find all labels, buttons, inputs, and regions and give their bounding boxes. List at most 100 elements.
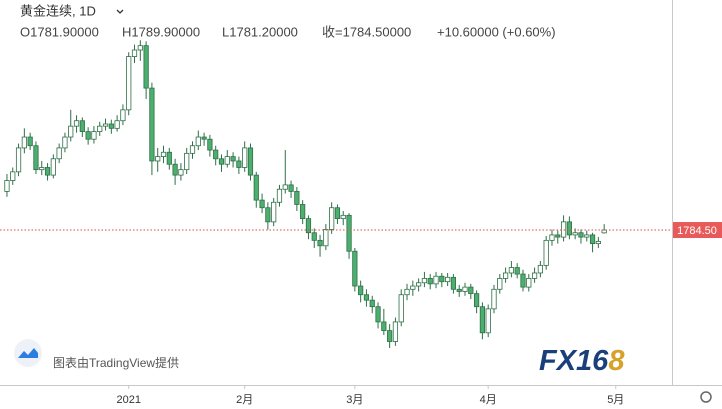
candle-body <box>502 272 509 279</box>
candle-body <box>195 136 201 147</box>
close-value: 收=1784.50000 <box>322 24 411 39</box>
candle-body <box>601 229 607 234</box>
candle-body <box>236 160 242 168</box>
candle-body <box>445 276 451 283</box>
candle-body <box>207 138 213 151</box>
candle-body <box>398 294 404 323</box>
candle-body <box>114 120 120 129</box>
candle-body <box>172 163 178 176</box>
candle-body <box>305 218 312 234</box>
candle-body <box>589 234 596 245</box>
candle-body <box>450 276 457 290</box>
logo-text: FX16 <box>539 345 609 377</box>
candle-body <box>433 275 439 285</box>
candle-body <box>137 45 143 51</box>
candle-body <box>27 136 33 147</box>
last-price-label: 1784.50 <box>677 225 717 237</box>
candle-body <box>265 207 271 223</box>
candle-body <box>578 232 584 238</box>
candle-body <box>555 234 561 238</box>
candle-body <box>491 288 497 310</box>
candle-body <box>543 239 549 266</box>
candle-body <box>294 191 300 205</box>
candle-body <box>108 123 114 129</box>
candle-body <box>62 136 68 149</box>
settings-icon[interactable] <box>700 391 712 403</box>
x-tick-label: 2月 <box>236 394 253 406</box>
candle-body <box>334 207 341 220</box>
candle-body <box>468 286 474 295</box>
candle-body <box>387 330 393 342</box>
candle-body <box>230 156 236 162</box>
high-value: H1789.90000 <box>122 24 200 39</box>
candle-body <box>44 167 51 176</box>
candle-body <box>149 87 155 162</box>
candle-body <box>4 180 10 192</box>
candle-body <box>474 293 480 308</box>
candle-body <box>531 272 538 279</box>
candle-body <box>224 156 230 165</box>
candle-body <box>213 149 219 160</box>
x-tick-label: 2021 <box>116 394 140 406</box>
candle-body <box>323 229 329 247</box>
candle-body <box>218 158 225 165</box>
candle-body <box>271 201 277 223</box>
symbol[interactable]: 黄金连续, 1D <box>20 3 96 18</box>
candle-body <box>595 241 601 245</box>
watermark-icon <box>14 339 42 367</box>
x-tick-label: 5月 <box>607 394 624 406</box>
watermark-text: 图表由TradingView提供 <box>53 355 179 370</box>
candle-body <box>572 232 578 236</box>
candle-body <box>311 232 317 241</box>
candle-body <box>50 158 56 176</box>
candle-body <box>479 306 486 334</box>
candle-body <box>410 285 416 290</box>
candle-body <box>201 136 207 140</box>
candle-body <box>485 308 491 334</box>
candle-body <box>131 49 138 57</box>
candles <box>4 40 607 349</box>
candle-body <box>537 264 543 274</box>
candle-body <box>160 151 167 158</box>
candle-body <box>514 267 520 275</box>
candle-body <box>392 321 399 342</box>
candle-body <box>259 199 265 209</box>
candle-body <box>584 234 590 238</box>
candle-body <box>404 288 410 296</box>
candle-body <box>79 120 85 132</box>
candle-body <box>375 306 381 323</box>
candle-body <box>560 221 567 238</box>
candle-body <box>352 250 358 287</box>
candle-body <box>102 123 109 127</box>
candle-body <box>85 131 91 140</box>
candle-body <box>155 156 161 162</box>
candle-body <box>358 285 364 296</box>
candle-body <box>381 321 387 332</box>
candle-body <box>416 282 422 287</box>
candle-body <box>189 145 196 154</box>
open-value: O1781.90000 <box>20 24 99 39</box>
candle-body <box>369 299 375 308</box>
candle-body <box>340 214 346 220</box>
candle-body <box>39 167 45 171</box>
candle-body <box>97 125 103 132</box>
candle-body <box>73 120 80 127</box>
candle-body <box>15 147 22 173</box>
candle-body <box>439 275 445 283</box>
candle-body <box>526 278 532 288</box>
x-tick-label: 4月 <box>480 394 497 406</box>
candle-body <box>427 278 433 285</box>
x-tick-label: 3月 <box>346 394 363 406</box>
candle-body <box>242 147 248 168</box>
symbol-menu-icon[interactable] <box>116 9 124 14</box>
candle-body <box>91 131 97 140</box>
candle-body <box>276 188 283 203</box>
candle-body <box>33 145 39 171</box>
candle-body <box>566 221 572 236</box>
candle-body <box>300 204 306 220</box>
logo-accent: 8 <box>608 345 625 377</box>
candle-body <box>549 234 555 241</box>
candle-body <box>56 147 62 160</box>
